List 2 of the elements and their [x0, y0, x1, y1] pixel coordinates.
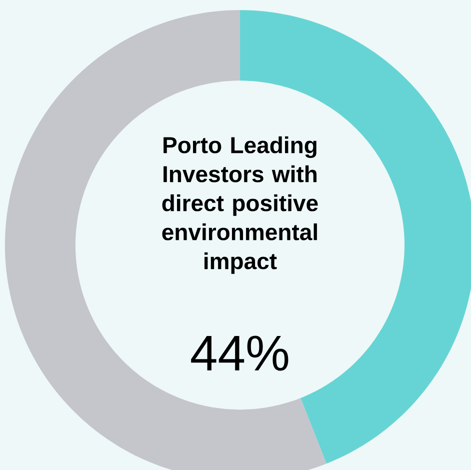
text: 44%: [191, 336, 288, 371]
text: Porto Leading Investors with direct positive environmental impact: [162, 136, 318, 274]
